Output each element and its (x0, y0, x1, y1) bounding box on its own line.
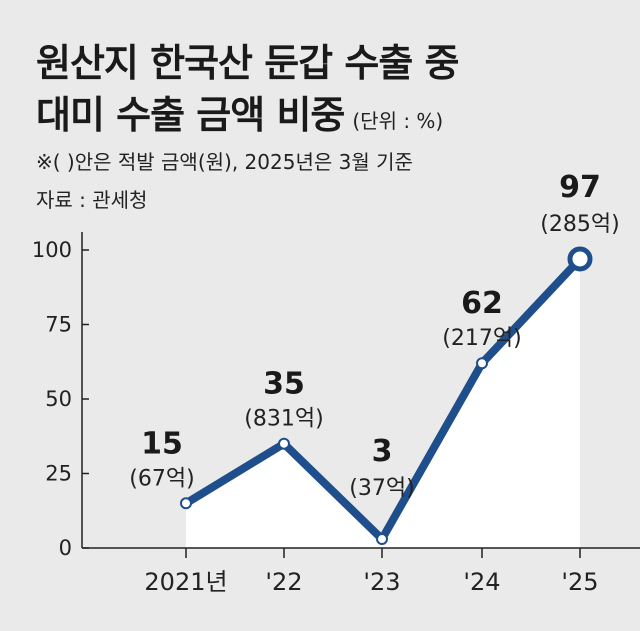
data-label: 62 (461, 286, 503, 321)
chart-title-line-1: 원산지 한국산 둔갑 수출 중 (36, 41, 459, 85)
x-tick-label: '23 (363, 568, 400, 596)
amount-label: (831억) (244, 407, 323, 432)
unit-label: (단위 : %) (352, 109, 444, 133)
note-text: ※( )안은 적발 금액(원), 2025년은 3월 기준 (36, 150, 413, 174)
data-point (567, 246, 593, 272)
data-label: 35 (263, 367, 305, 402)
x-tick-label: '22 (265, 568, 302, 596)
chart-title-line-2-text: 대미 수출 금액 비중 (36, 93, 345, 137)
source-text: 자료 : 관세청 (36, 188, 148, 212)
area-fill (186, 258, 580, 548)
y-tick-label: 25 (45, 462, 72, 486)
y-tick-label: 50 (45, 387, 72, 411)
data-point (180, 497, 192, 510)
amount-label: (37억) (349, 476, 414, 501)
y-tick-label: 100 (32, 238, 72, 262)
data-point (376, 533, 388, 546)
chart-title-line-2: 대미 수출 금액 비중 (단위 : %) (36, 84, 443, 139)
amount-label: (285억) (540, 212, 619, 237)
y-tick-label: 75 (45, 313, 72, 337)
data-label: 3 (372, 434, 393, 469)
data-point (476, 357, 488, 370)
x-tick-label: 2021년 (144, 568, 227, 596)
y-tick-label: 0 (59, 536, 72, 560)
x-tick-label: '24 (463, 568, 500, 596)
data-label: 15 (141, 426, 183, 461)
data-point (278, 437, 290, 450)
amount-label: (67억) (129, 466, 194, 491)
x-tick-label: '25 (561, 568, 598, 596)
data-label: 97 (559, 170, 601, 205)
amount-label: (217억) (442, 326, 521, 351)
